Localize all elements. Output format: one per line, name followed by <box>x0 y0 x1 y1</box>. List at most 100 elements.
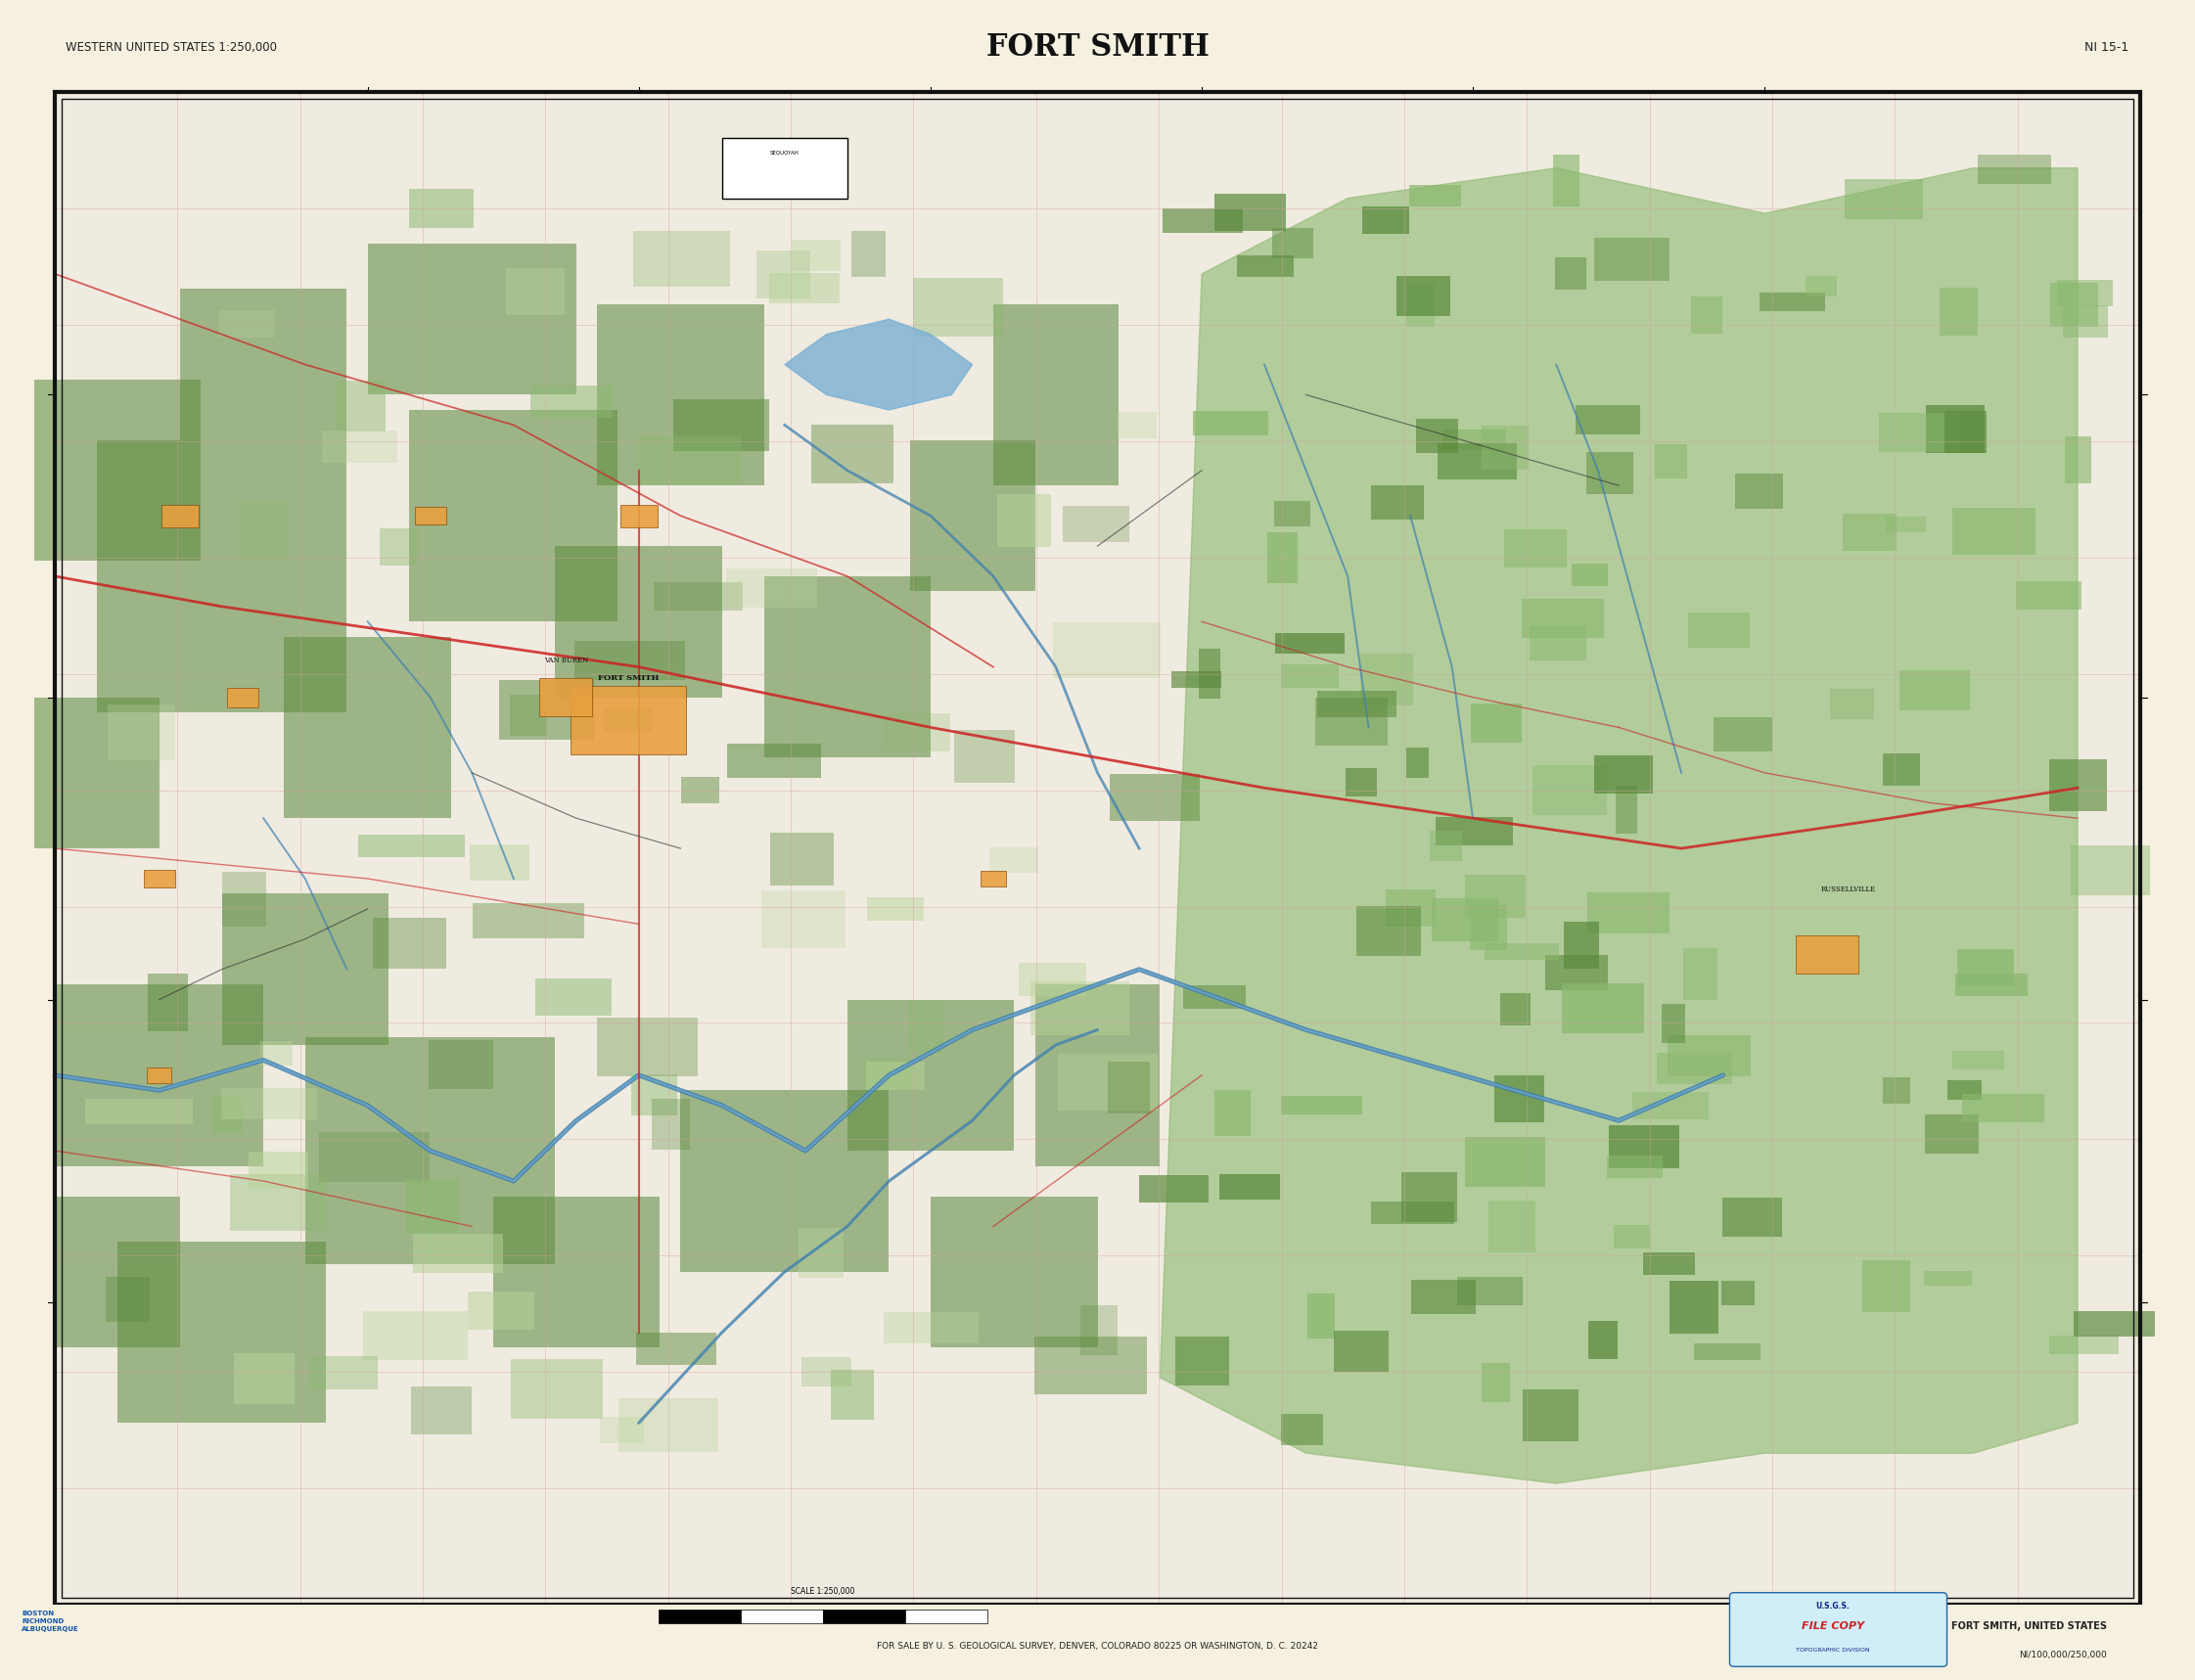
Bar <box>1978 155 2050 183</box>
Bar <box>1760 292 1824 311</box>
Bar <box>1609 1126 1679 1168</box>
Bar <box>1501 993 1530 1025</box>
Bar <box>0 0 2195 87</box>
Bar <box>143 870 176 887</box>
Bar <box>1198 648 1220 699</box>
Bar <box>1442 430 1506 450</box>
Bar <box>981 872 1005 887</box>
Bar <box>235 1352 294 1404</box>
Bar <box>323 432 397 462</box>
Bar <box>863 1058 915 1090</box>
Bar <box>1495 1075 1543 1122</box>
Bar <box>722 138 847 198</box>
Bar <box>1346 768 1376 796</box>
Bar <box>599 1416 645 1443</box>
Bar <box>619 1398 718 1452</box>
Bar <box>1844 180 1923 218</box>
Bar <box>2063 304 2107 338</box>
Polygon shape <box>786 319 972 410</box>
Bar <box>1054 622 1161 677</box>
Bar <box>1080 1305 1117 1356</box>
Bar <box>1925 1270 1971 1287</box>
Bar <box>1482 1362 1510 1401</box>
Bar <box>1925 1116 1980 1154</box>
Bar <box>222 872 266 927</box>
Bar <box>55 92 2140 1604</box>
Bar <box>1282 1095 1363 1114</box>
Text: BOSTON
RICHMOND
ALBUQUERQUE: BOSTON RICHMOND ALBUQUERQUE <box>22 1611 79 1631</box>
Bar <box>1466 1137 1545 1188</box>
Bar <box>1484 942 1558 959</box>
Bar <box>1236 255 1293 277</box>
Bar <box>1407 748 1429 778</box>
Bar <box>369 244 575 395</box>
Bar <box>373 917 446 969</box>
Bar <box>2074 1312 2155 1336</box>
Bar <box>336 381 386 432</box>
Bar <box>239 502 288 559</box>
Bar <box>1062 506 1130 541</box>
Bar <box>1504 529 1567 568</box>
Bar <box>1335 1331 1387 1371</box>
Bar <box>1886 517 1925 533</box>
Bar <box>1363 207 1409 234</box>
Bar <box>1521 600 1605 638</box>
Bar <box>1633 1092 1708 1119</box>
Bar <box>1736 474 1782 509</box>
Bar <box>1218 1174 1280 1200</box>
Bar <box>768 272 838 304</box>
Bar <box>2048 759 2107 811</box>
Bar <box>468 1292 533 1331</box>
Bar <box>597 304 764 486</box>
Bar <box>1947 1080 1982 1100</box>
Bar <box>1925 405 1984 454</box>
Bar <box>105 1277 149 1322</box>
Bar <box>632 230 729 287</box>
Bar <box>2050 1336 2118 1354</box>
Bar <box>55 92 2140 1604</box>
Bar <box>492 1196 658 1347</box>
Bar <box>674 400 768 450</box>
Bar <box>1668 1035 1752 1077</box>
Bar <box>1273 228 1313 259</box>
Bar <box>727 570 817 608</box>
Bar <box>1940 287 1978 336</box>
Bar <box>248 1151 309 1189</box>
Bar <box>1029 981 1130 1035</box>
Bar <box>606 707 652 731</box>
Bar <box>147 974 189 1032</box>
Bar <box>1036 984 1159 1166</box>
Bar <box>1714 717 1771 751</box>
Bar <box>1552 155 1578 207</box>
Bar <box>1034 1337 1146 1394</box>
Text: FOR SALE BY U. S. GEOLOGICAL SURVEY, DENVER, COLORADO 80225 OR WASHINGTON, D. C.: FOR SALE BY U. S. GEOLOGICAL SURVEY, DEN… <box>876 1641 1319 1651</box>
Bar <box>1644 1252 1695 1275</box>
Bar <box>220 311 274 338</box>
Bar <box>1899 670 1971 711</box>
Bar <box>55 1196 180 1347</box>
Text: FORT SMITH, UNITED STATES: FORT SMITH, UNITED STATES <box>1951 1621 2107 1631</box>
Bar <box>1429 832 1462 862</box>
Bar <box>511 1359 604 1420</box>
Bar <box>222 894 389 1045</box>
Bar <box>410 1386 472 1435</box>
Bar <box>531 385 612 418</box>
Bar <box>119 1242 325 1423</box>
Bar <box>764 576 931 758</box>
Bar <box>658 1609 740 1623</box>
Bar <box>283 637 450 818</box>
Bar <box>1407 284 1436 326</box>
Bar <box>1956 949 2013 986</box>
Bar <box>1411 1280 1477 1314</box>
Bar <box>639 435 742 484</box>
Text: SEQUOYAH: SEQUOYAH <box>770 151 799 155</box>
Bar <box>1431 897 1497 941</box>
Bar <box>740 1609 823 1623</box>
Bar <box>1482 425 1528 470</box>
Bar <box>812 425 893 484</box>
Bar <box>0 1604 2195 1680</box>
Bar <box>1214 1090 1251 1136</box>
Bar <box>1662 1005 1686 1043</box>
Bar <box>1721 1282 1754 1305</box>
Bar <box>1842 514 1896 551</box>
